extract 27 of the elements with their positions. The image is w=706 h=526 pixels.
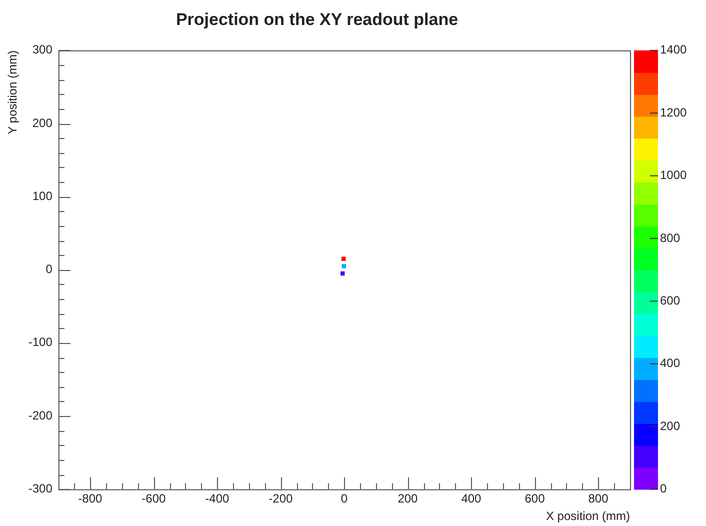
x-tick-label: -200 [268,492,294,506]
y-tick-label: 100 [32,188,53,203]
y-tick-label: 300 [32,42,53,57]
x-tick-label: 200 [398,492,418,506]
chart-title: Projection on the XY readout plane [176,10,458,29]
color-bar-label: 1000 [660,168,688,182]
color-bar-label: 800 [660,230,680,245]
x-tick-label: -600 [142,492,166,506]
x-tick-label: -800 [78,492,102,506]
x-axis-title: X position (mm) [546,509,630,524]
y-tick-label: 0 [46,262,53,276]
color-bar-label: 1400 [660,42,688,57]
color-bar-label: 400 [660,356,680,370]
color-bar-label: 200 [660,418,680,433]
y-tick-label: -300 [28,482,53,496]
y-axis-title: Y position (mm) [6,50,20,134]
color-bar-label: 0 [660,482,667,496]
y-tick-label: 200 [32,116,53,130]
color-bar-label: 600 [660,293,680,308]
x-tick-label: 400 [461,492,482,506]
x-tick-label: 0 [340,492,348,506]
y-tick-label: -100 [28,335,53,350]
x-tick-label: 800 [588,492,609,506]
x-tick-label: -400 [205,492,230,506]
y-tick-label: -200 [28,408,53,422]
color-bar-label: 1200 [660,105,688,120]
x-tick-label: 600 [524,492,546,506]
